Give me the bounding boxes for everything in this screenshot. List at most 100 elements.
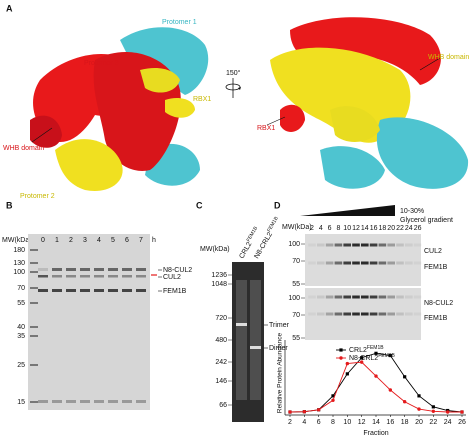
band <box>405 312 413 316</box>
band <box>369 295 378 299</box>
point <box>417 407 421 411</box>
band <box>250 346 261 349</box>
band-label: Dimer <box>269 345 288 352</box>
band <box>80 275 90 278</box>
mw-label: 70 <box>292 312 300 319</box>
band-label: Trimer <box>269 322 290 329</box>
band <box>94 289 104 292</box>
ladder-band <box>30 335 38 337</box>
fraction-label: 22 <box>396 225 404 232</box>
ladder-band <box>30 401 38 403</box>
mw-label: 100 <box>288 241 300 248</box>
point <box>331 394 335 398</box>
band-label: FEM1B <box>424 264 448 271</box>
band <box>378 295 387 299</box>
band <box>52 289 62 292</box>
legend-marker <box>339 348 343 352</box>
x-tick-label: 4 <box>302 419 306 426</box>
gradient-label: 10-30% <box>400 208 424 215</box>
lane-label: 0 <box>41 237 45 244</box>
x-tick-label: 8 <box>331 419 335 426</box>
mw-label: 146 <box>215 378 227 385</box>
band <box>378 243 387 247</box>
ladder-band <box>30 262 38 264</box>
band <box>308 261 316 265</box>
point <box>388 353 392 358</box>
band-label: N8-CUL2 <box>424 300 453 307</box>
fraction-label: 6 <box>328 225 332 232</box>
lane-label: 5 <box>111 237 115 244</box>
fraction-label: 24 <box>405 225 413 232</box>
density-right <box>270 17 469 189</box>
band <box>378 261 387 265</box>
ladder-band <box>30 287 38 289</box>
lane-label: 6 <box>125 237 129 244</box>
point <box>403 375 407 379</box>
band <box>136 289 146 292</box>
mw-label: 35 <box>17 333 25 340</box>
x-tick-label: 2 <box>288 419 292 426</box>
band <box>396 261 404 265</box>
point <box>417 394 421 398</box>
band <box>413 261 422 265</box>
gradient-wedge <box>300 205 395 216</box>
band <box>387 243 395 247</box>
point <box>445 410 450 414</box>
band <box>108 400 118 403</box>
band <box>343 261 351 265</box>
point <box>359 360 364 364</box>
band <box>66 400 76 403</box>
fraction-label: 16 <box>370 225 378 232</box>
band <box>352 295 360 299</box>
fraction-label: 4 <box>319 225 323 232</box>
lane-label: 4 <box>97 237 101 244</box>
mw-label: 70 <box>292 258 300 265</box>
band <box>38 289 48 292</box>
band <box>52 275 62 278</box>
point <box>316 408 321 412</box>
band <box>136 275 146 278</box>
density-left <box>30 27 209 191</box>
fraction-label: 8 <box>336 225 340 232</box>
panel-label: B <box>6 200 13 210</box>
band <box>396 312 404 316</box>
point <box>360 356 364 360</box>
band <box>80 268 90 271</box>
band <box>343 243 351 247</box>
band <box>317 295 325 299</box>
band <box>325 312 334 316</box>
band <box>369 261 378 265</box>
lane-label-sup: FEM1B <box>267 215 281 233</box>
ladder-band <box>30 271 38 273</box>
point <box>374 351 378 355</box>
band <box>413 295 422 299</box>
band <box>405 261 413 265</box>
band <box>387 261 395 265</box>
band <box>361 295 369 299</box>
fraction-label: 18 <box>379 225 387 232</box>
x-tick-label: 14 <box>372 419 380 426</box>
legend-label: CRL2FEM1B <box>349 345 384 354</box>
band <box>334 295 343 299</box>
band-label: CUL2 <box>424 248 442 255</box>
panel-label: D <box>274 200 281 210</box>
band <box>136 268 146 271</box>
annotation: RBX1 <box>257 125 275 132</box>
mw-label: 242 <box>215 359 227 366</box>
panel-label: A <box>6 3 13 13</box>
lane-label: 7 <box>139 237 143 244</box>
band <box>236 323 247 326</box>
band <box>317 243 325 247</box>
lane-label-main: CRL2 <box>238 241 253 260</box>
lane-label: N8-CRL2FEM1B <box>252 215 283 260</box>
x-tick-label: 22 <box>429 419 437 426</box>
band <box>38 400 48 403</box>
series-line <box>289 352 463 413</box>
band <box>136 400 146 403</box>
gel <box>28 234 150 410</box>
fraction-label: 26 <box>414 225 422 232</box>
band <box>122 400 132 403</box>
band <box>334 261 343 265</box>
fraction-label: 14 <box>361 225 369 232</box>
legend-label-sup: FEM1B <box>378 353 395 359</box>
